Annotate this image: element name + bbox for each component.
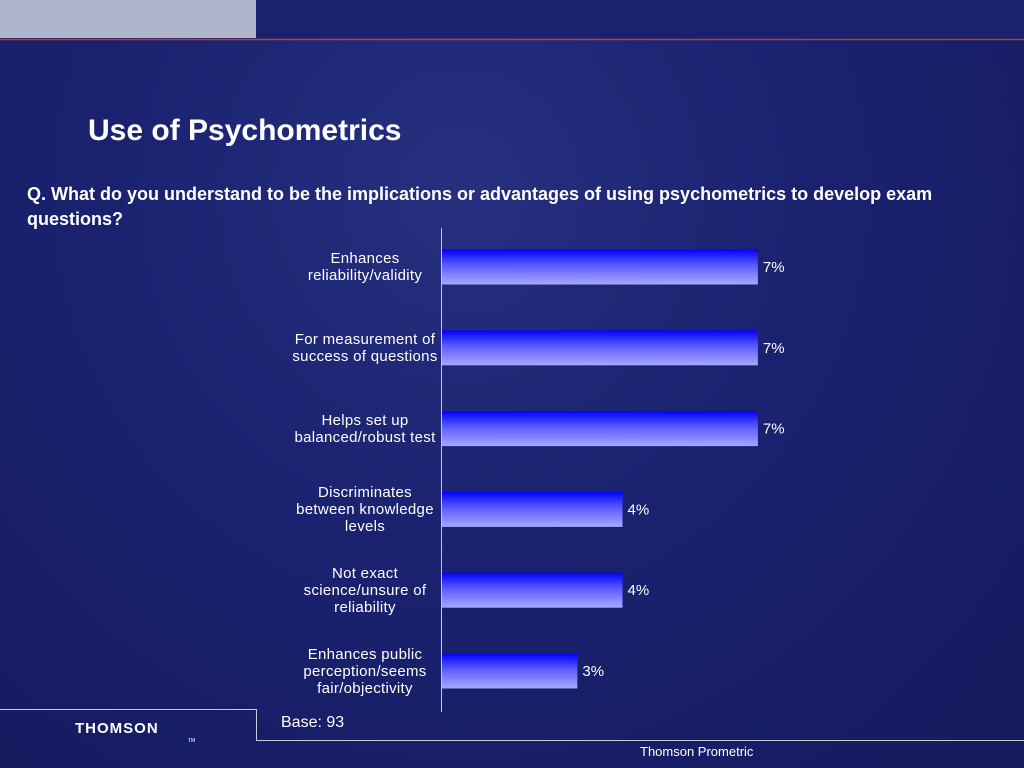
y-tick-label: For measurement of success of questions	[292, 330, 438, 365]
trademark: TM	[188, 738, 196, 744]
y-tick-label: Discriminates between knowledge levels	[296, 483, 434, 535]
title: Use of Psychometrics	[88, 114, 402, 147]
header-band-dark	[256, 0, 1024, 38]
y-tick-label: Enhances reliability/validity	[307, 250, 423, 284]
value-label: 4%	[628, 582, 650, 599]
y-tick-label: Enhances public perception/seems fair/ob…	[303, 645, 427, 697]
logo: THOMSON	[75, 720, 159, 737]
bar	[442, 330, 758, 366]
value-label: 4%	[628, 501, 650, 518]
header-band	[0, 0, 256, 38]
company: Thomson Prometric	[640, 744, 754, 759]
value-label: 3%	[582, 663, 604, 680]
y-tick-label: Helps set up balanced/robust test	[294, 411, 436, 446]
base-note: Base: 93	[281, 714, 345, 731]
value-label: 7%	[763, 259, 785, 276]
y-tick-label: Not exact science/unsure of reliability	[303, 564, 427, 616]
bar	[442, 491, 623, 527]
bar	[442, 653, 578, 689]
bar	[442, 572, 623, 608]
value-label: 7%	[763, 340, 785, 357]
subtitle: Q. What do you understand to be the impl…	[27, 184, 933, 229]
bar	[442, 411, 758, 447]
bar	[442, 249, 758, 285]
value-label: 7%	[763, 421, 785, 438]
